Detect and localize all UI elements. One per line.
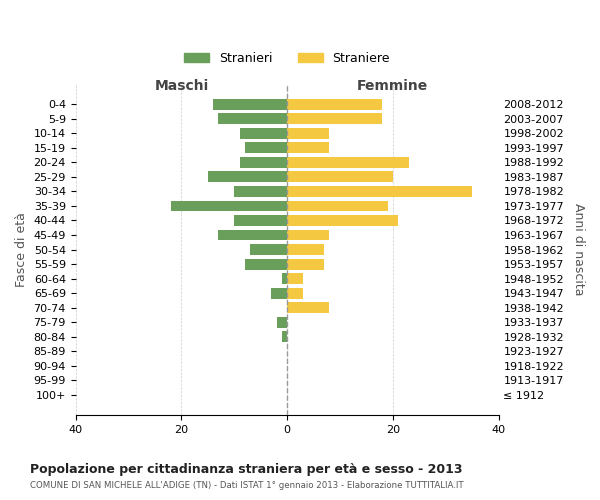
Text: Femmine: Femmine xyxy=(357,78,428,92)
Bar xyxy=(287,172,393,182)
Bar xyxy=(234,186,287,197)
Bar xyxy=(287,99,382,110)
Bar xyxy=(287,128,329,139)
Bar xyxy=(287,157,409,168)
Bar xyxy=(282,273,287,284)
Bar xyxy=(287,302,329,313)
Bar xyxy=(250,244,287,255)
Bar xyxy=(239,128,287,139)
Bar xyxy=(271,288,287,298)
Bar xyxy=(287,273,303,284)
Bar xyxy=(277,316,287,328)
Bar xyxy=(234,215,287,226)
Text: Popolazione per cittadinanza straniera per età e sesso - 2013: Popolazione per cittadinanza straniera p… xyxy=(30,462,463,475)
Bar xyxy=(287,200,388,211)
Bar xyxy=(245,142,287,154)
Text: COMUNE DI SAN MICHELE ALL'ADIGE (TN) - Dati ISTAT 1° gennaio 2013 - Elaborazione: COMUNE DI SAN MICHELE ALL'ADIGE (TN) - D… xyxy=(30,481,464,490)
Bar xyxy=(239,157,287,168)
Bar xyxy=(218,114,287,124)
Bar xyxy=(282,331,287,342)
Bar xyxy=(287,288,303,298)
Bar xyxy=(287,230,329,240)
Bar xyxy=(287,142,329,154)
Bar xyxy=(287,258,324,270)
Bar xyxy=(287,186,472,197)
Bar xyxy=(287,114,382,124)
Bar xyxy=(287,215,398,226)
Bar xyxy=(218,230,287,240)
Bar xyxy=(287,244,324,255)
Y-axis label: Anni di nascita: Anni di nascita xyxy=(572,204,585,296)
Bar xyxy=(171,200,287,211)
Text: Maschi: Maschi xyxy=(154,78,209,92)
Bar xyxy=(245,258,287,270)
Legend: Stranieri, Straniere: Stranieri, Straniere xyxy=(179,47,395,70)
Bar xyxy=(208,172,287,182)
Bar xyxy=(213,99,287,110)
Y-axis label: Fasce di età: Fasce di età xyxy=(15,212,28,287)
